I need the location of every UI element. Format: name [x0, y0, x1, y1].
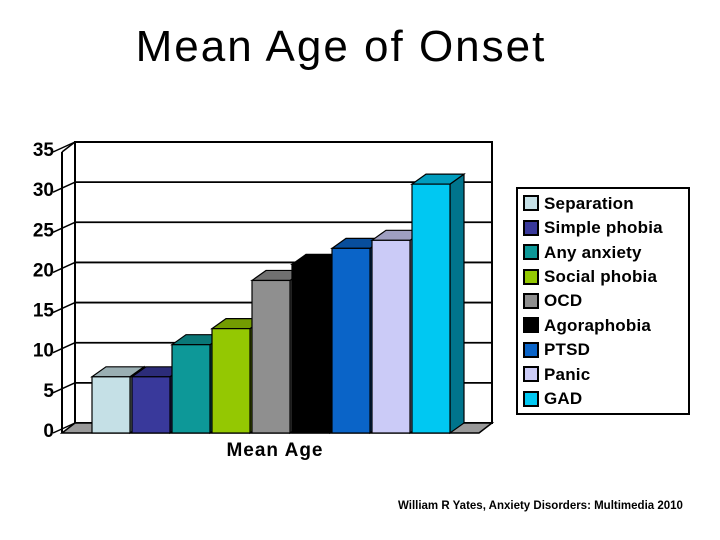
- bar-front-face: [371, 239, 411, 434]
- bar-front-face: [411, 183, 451, 434]
- legend-swatch-icon: [523, 390, 539, 407]
- legend-item-label: OCD: [544, 291, 583, 311]
- legend-item: Social phobia: [523, 268, 688, 285]
- legend-swatch-icon: [523, 317, 539, 334]
- legend-swatch-icon: [523, 366, 539, 383]
- legend-item: Separation: [523, 195, 688, 212]
- legend-swatch-icon: [523, 292, 539, 309]
- page-title: Mean Age of Onset: [135, 22, 547, 71]
- bars: [90, 172, 466, 435]
- bar-front-face: [331, 247, 371, 434]
- legend-item: PTSD: [523, 341, 688, 358]
- bar-front-face: [251, 279, 291, 434]
- y-axis-ticks: [52, 141, 76, 434]
- legend-item-label: Any anxiety: [544, 242, 642, 262]
- legend-item-label: Social phobia: [544, 267, 658, 287]
- legend-swatch-icon: [523, 219, 539, 236]
- legend-item-label: PTSD: [544, 340, 591, 360]
- citation: William R Yates, Anxiety Disorders: Mult…: [398, 500, 683, 512]
- legend-item: Agoraphobia: [523, 317, 688, 334]
- bar-front-face: [91, 376, 131, 434]
- y-axis-tick-labels: 0 5 10 15 20 25 30 35: [33, 140, 55, 442]
- legend-item: Simple phobia: [523, 219, 688, 236]
- legend-item: OCD: [523, 292, 688, 309]
- legend-item: Any anxiety: [523, 244, 688, 261]
- legend-swatch-icon: [523, 341, 539, 358]
- legend: Separation Simple phobia Any anxiety Social…: [516, 187, 690, 415]
- y-tick-label: 35: [33, 140, 55, 161]
- y-tick-label: 5: [43, 381, 54, 402]
- x-axis-label: Mean Age: [226, 440, 324, 461]
- bar-side-face: [449, 172, 465, 435]
- legend-swatch-icon: [523, 244, 539, 261]
- y-tick-label: 30: [33, 180, 54, 201]
- y-tick-label: 25: [33, 220, 55, 241]
- legend-item: GAD: [523, 390, 688, 407]
- bar-front-face: [291, 263, 331, 434]
- legend-item: Panic: [523, 366, 688, 383]
- bar-front-face: [211, 328, 251, 434]
- legend-swatch-icon: [523, 268, 539, 285]
- bar-front-face: [131, 376, 171, 434]
- y-tick-label: 10: [33, 341, 54, 362]
- legend-item-label: Simple phobia: [544, 218, 663, 238]
- legend-item-label: Agoraphobia: [544, 315, 652, 335]
- bar-gad: [410, 172, 466, 435]
- legend-item-label: GAD: [544, 389, 583, 409]
- legend-swatch-icon: [523, 195, 539, 212]
- legend-item-label: Panic: [544, 364, 591, 384]
- bar-front-face: [171, 344, 211, 434]
- y-tick-label: 0: [43, 421, 54, 442]
- legend-item-label: Separation: [544, 193, 634, 213]
- y-tick-label: 15: [33, 301, 55, 322]
- y-tick-label: 20: [33, 260, 54, 281]
